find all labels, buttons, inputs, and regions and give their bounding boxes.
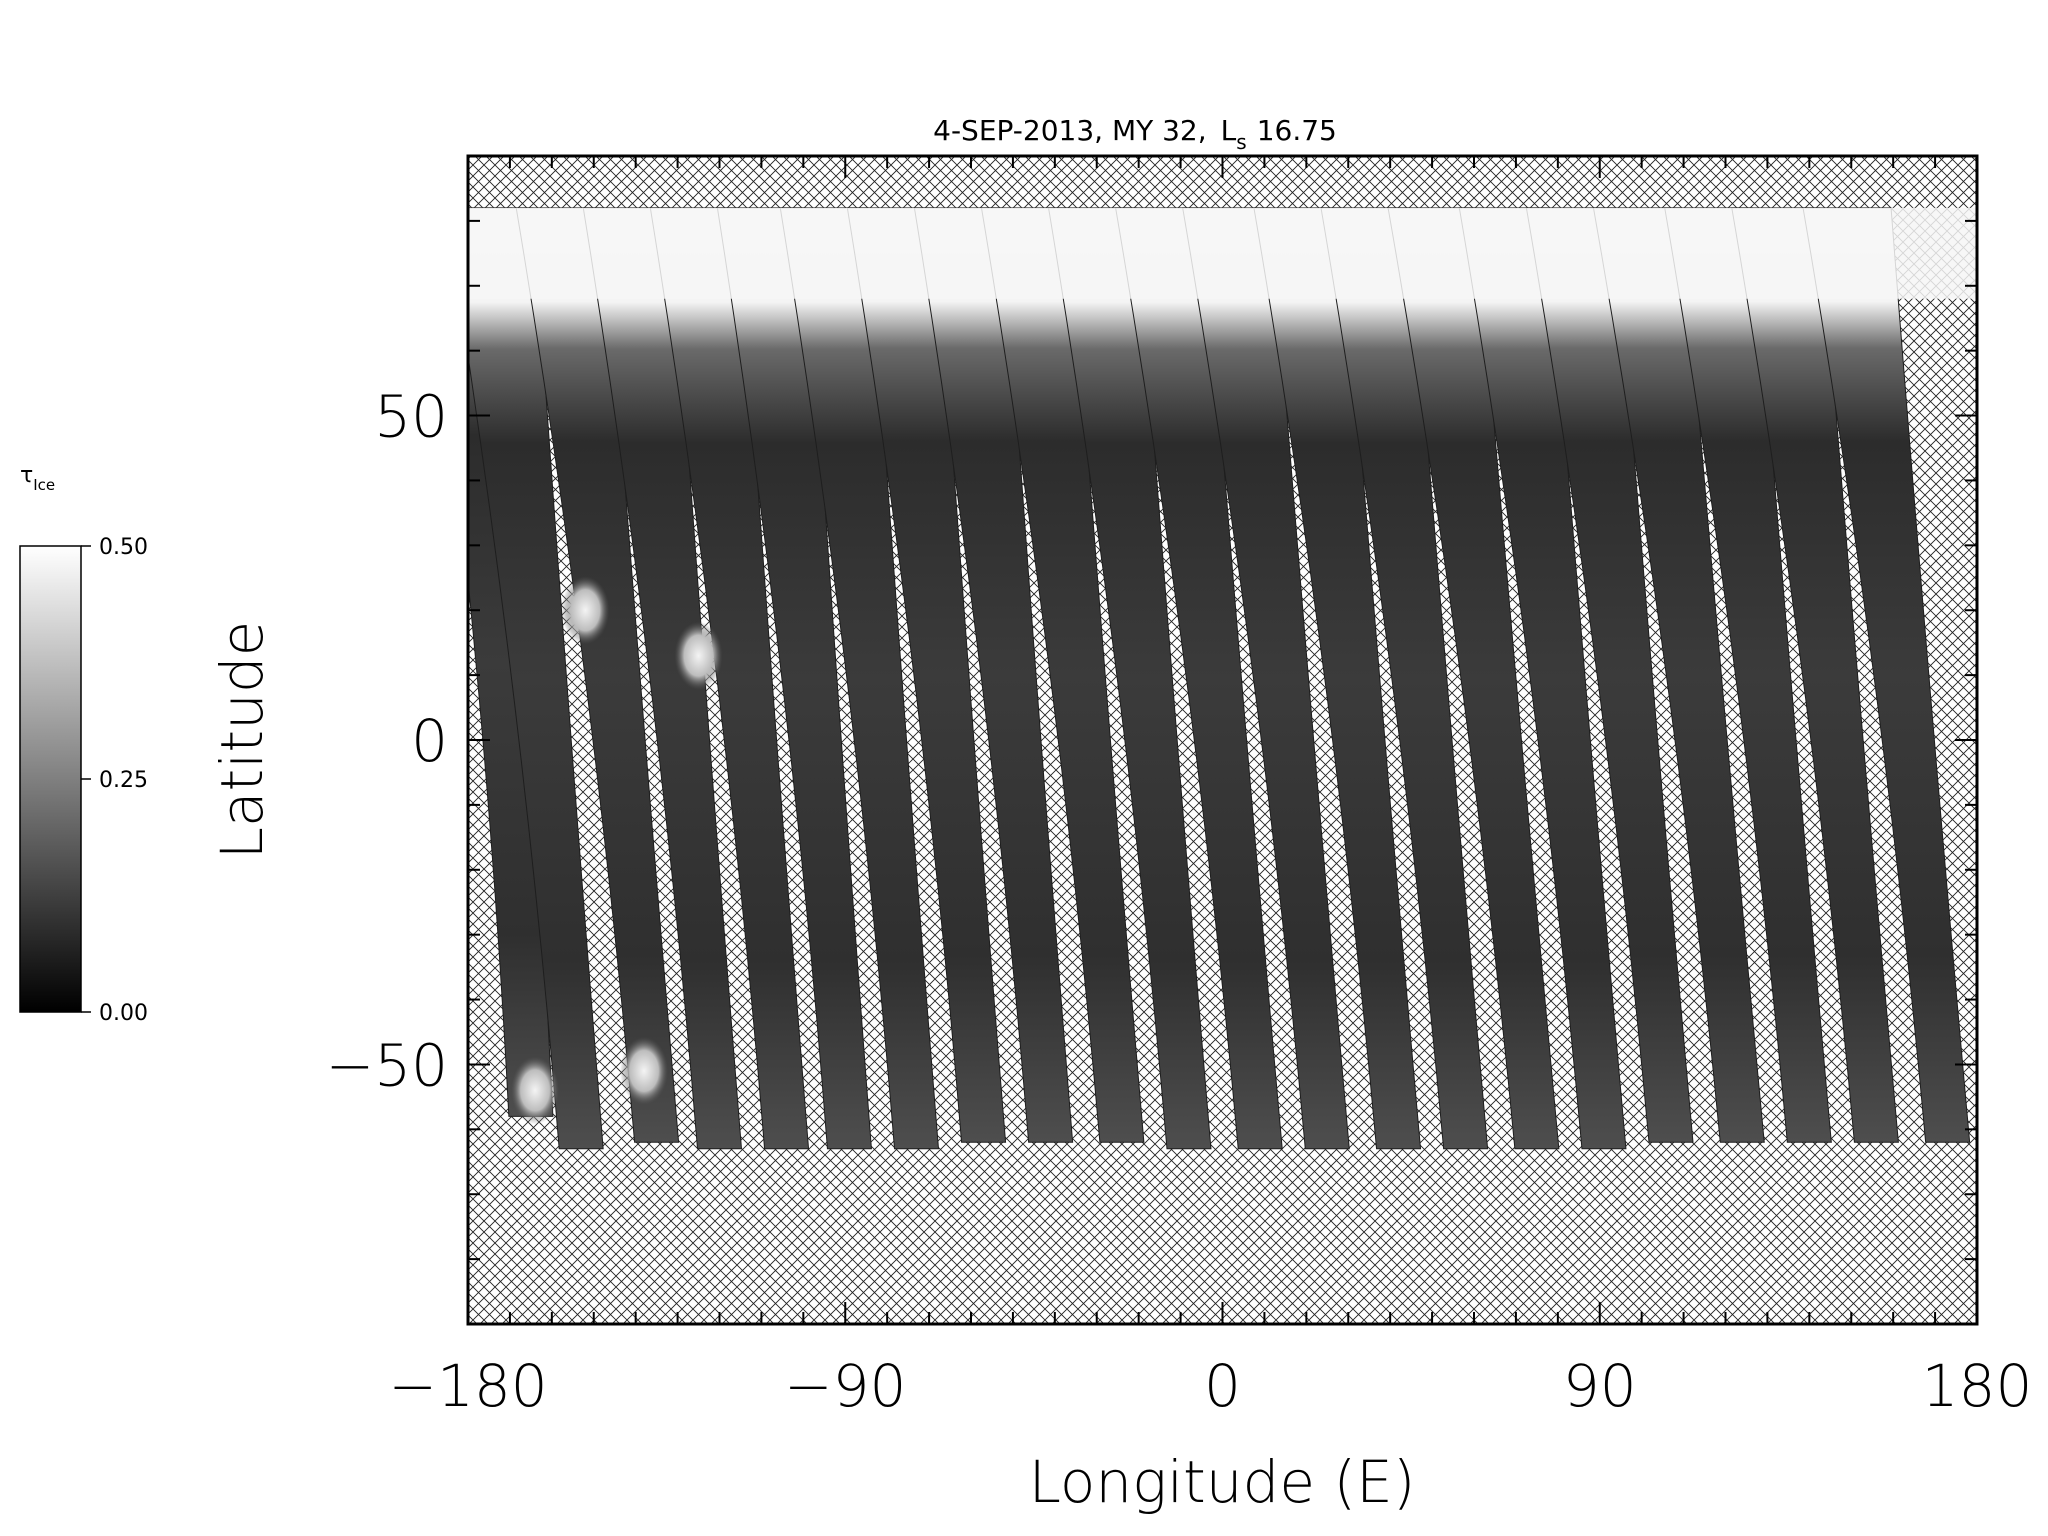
bright-cloud-spot-4 bbox=[620, 1036, 669, 1105]
bright-cloud-spot-1 bbox=[561, 576, 610, 645]
colorbar: τIce 0.50 0.25 0.00 bbox=[19, 463, 148, 1026]
bright-cloud-spot-2 bbox=[674, 621, 723, 690]
bright-spot-layer bbox=[511, 576, 723, 1125]
x-axis-label: Longitude (E) bbox=[1029, 1448, 1416, 1516]
y-axis-label: Latitude bbox=[208, 621, 276, 860]
x-tick-label: 0 bbox=[1204, 1352, 1241, 1420]
swath-layer bbox=[468, 207, 1977, 1150]
colorbar-tick-label: 0.25 bbox=[99, 768, 148, 793]
colorbar-ticks: 0.50 0.25 0.00 bbox=[81, 535, 148, 1026]
plot-area: −180 −90 0 90 180 50 0 −50 bbox=[326, 154, 2033, 1420]
title-ls-subscript: s bbox=[1236, 130, 1246, 154]
x-tick-label: −180 bbox=[388, 1352, 547, 1420]
bright-cloud-spot-3 bbox=[511, 1056, 560, 1125]
colorbar-tick-label: 0.50 bbox=[99, 535, 148, 560]
y-tick-label: 50 bbox=[374, 383, 448, 451]
chart-title: 4-SEP-2013, MY 32, Ls 16.75 bbox=[933, 114, 1337, 154]
title-ls-value: 16.75 bbox=[1257, 114, 1337, 147]
x-tick-label: 90 bbox=[1563, 1352, 1637, 1420]
title-ls-symbol: L bbox=[1221, 114, 1237, 147]
colorbar-label-subscript: Ice bbox=[33, 476, 55, 494]
title-date: 4-SEP-2013, MY 32, bbox=[933, 114, 1207, 147]
colorbar-label-symbol: τ bbox=[20, 463, 33, 488]
colorbar-gradient bbox=[19, 545, 82, 1013]
y-tick-label: 0 bbox=[411, 707, 448, 775]
colorbar-tick-label: 0.00 bbox=[99, 1001, 148, 1026]
north-polar-hood bbox=[468, 207, 1977, 299]
y-tick-label: −50 bbox=[326, 1031, 448, 1099]
orbit-swath-22 bbox=[1802, 207, 1971, 1143]
x-tick-label: 180 bbox=[1922, 1352, 2033, 1420]
colorbar-label: τIce bbox=[20, 463, 55, 494]
x-tick-label: −90 bbox=[784, 1352, 906, 1420]
tick-layer: −180 −90 0 90 180 50 0 −50 bbox=[326, 155, 2033, 1420]
